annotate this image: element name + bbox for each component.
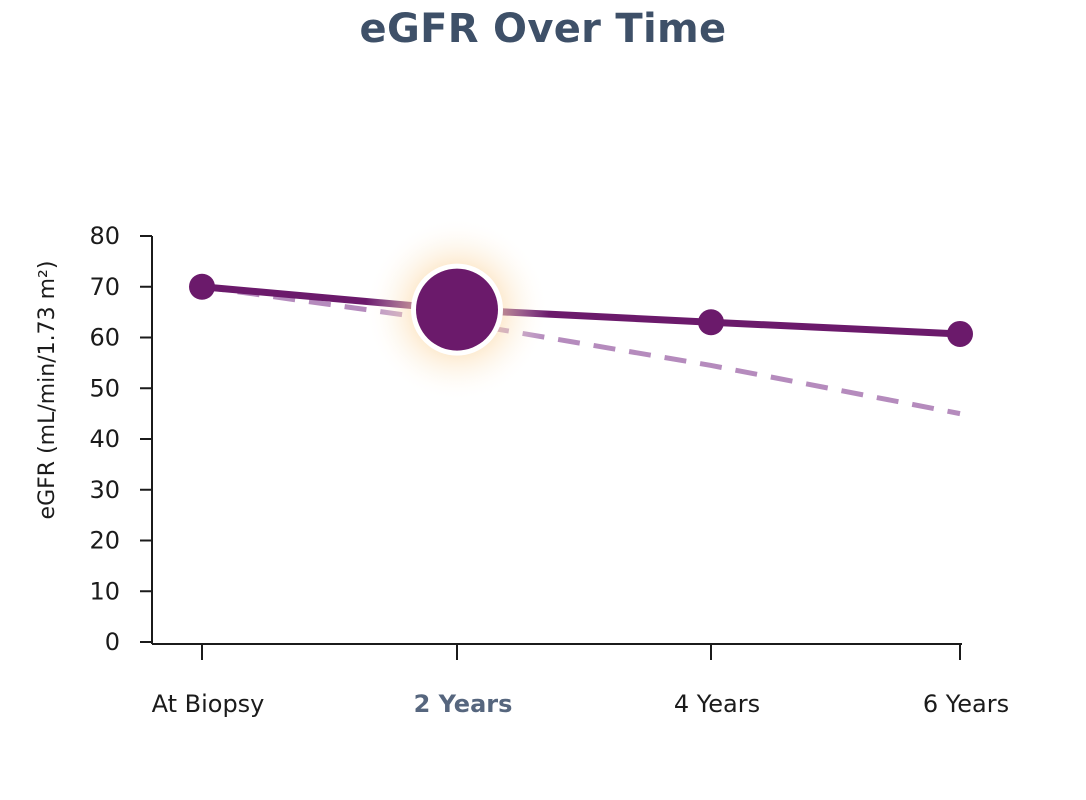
y-tick-label: 0 [105,628,120,656]
x-tick-label: 6 Years [923,690,1009,718]
y-tick-label: 10 [89,577,120,605]
chart-title: eGFR Over Time [359,6,727,52]
x-tick-label: At Biopsy [152,690,265,718]
y-tick-label: 30 [89,476,120,504]
x-tick-label: 2 Years [414,690,513,718]
solid-series-line [198,283,964,338]
highlight-data-point[interactable] [416,268,498,351]
y-tick-label: 60 [89,324,120,352]
dashed-series-line [201,284,961,417]
data-point[interactable] [947,320,973,347]
y-tick-label: 50 [89,374,120,402]
y-tick-label: 70 [89,273,120,301]
data-point[interactable] [189,273,215,300]
y-tick-label: 40 [89,425,120,453]
x-tick-label: 4 Years [674,690,760,718]
data-point[interactable] [698,309,724,336]
y-tick-label: 20 [89,527,120,555]
y-tick-label: 80 [89,222,120,250]
y-axis-title: eGFR (mL/min/1.73 m²) [35,261,60,520]
